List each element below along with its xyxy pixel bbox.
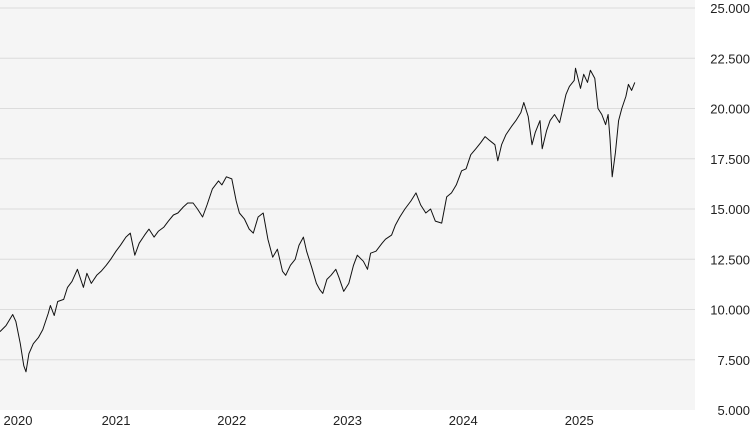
y-tick-label: 20.000 (710, 102, 750, 117)
x-tick-label: 2024 (449, 413, 478, 428)
y-tick-label: 7.500 (717, 353, 750, 368)
x-tick-label: 2023 (333, 413, 362, 428)
gridlines (0, 7, 695, 361)
x-tick-label: 2022 (217, 413, 246, 428)
y-tick-label: 22.500 (710, 51, 750, 66)
y-tick-label: 5.000 (717, 403, 750, 418)
y-tick-label: 25.000 (710, 1, 750, 16)
x-tick-label: 2020 (4, 413, 33, 428)
x-tick-label: 2025 (565, 413, 594, 428)
plot-area (0, 0, 695, 410)
y-tick-label: 10.000 (710, 303, 750, 318)
y-tick-label: 17.500 (710, 152, 750, 167)
x-axis: 2020 2021 2022 2023 2024 2025 (4, 413, 594, 428)
y-tick-label: 15.000 (710, 202, 750, 217)
y-axis: 5.000 7.500 10.000 12.500 15.000 17.500 20.000… (710, 1, 750, 418)
series-line (0, 67, 636, 373)
y-tick-label: 12.500 (710, 252, 750, 267)
x-tick-label: 2021 (102, 413, 131, 428)
